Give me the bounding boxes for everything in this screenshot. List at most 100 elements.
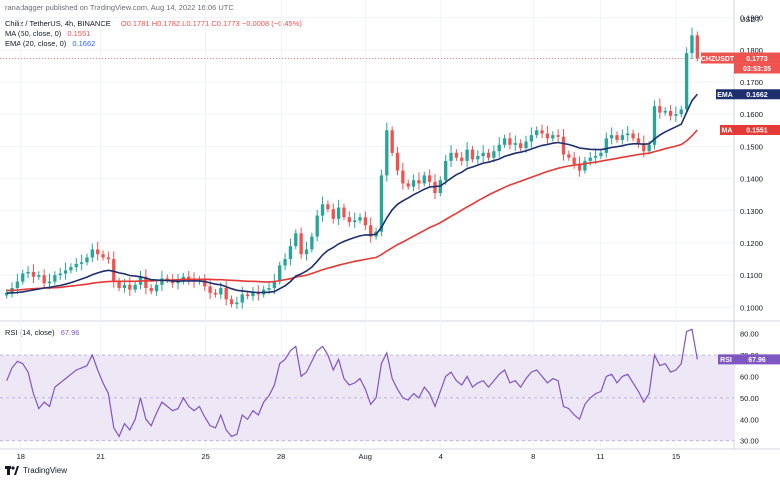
candle-body	[154, 284, 159, 292]
ma50-line	[6, 129, 698, 292]
candle-body	[417, 180, 421, 184]
candle-body	[647, 144, 651, 152]
candle-body	[240, 294, 244, 303]
candle-body	[433, 181, 437, 194]
candle-body	[577, 164, 582, 171]
footer-brand-label: TradingView	[23, 466, 68, 475]
candle-body	[256, 292, 260, 295]
candle-body	[690, 35, 694, 54]
time-tick-label: 18	[17, 452, 25, 461]
candle-body	[513, 143, 517, 145]
candle-body	[593, 156, 598, 158]
price-tag-countdown-bg	[734, 63, 780, 74]
ema-tag-value-bg	[734, 89, 780, 100]
candle-body	[15, 281, 20, 289]
ema-legend-value: 0.1662	[72, 39, 96, 48]
candle-body	[336, 207, 341, 219]
candle-body	[615, 135, 619, 140]
candle-body	[663, 111, 667, 113]
candle-body	[251, 292, 255, 297]
ema-legend-label: EMA (20, close, 0)	[5, 39, 67, 48]
candle-body	[133, 284, 137, 290]
ma-legend-label: MA (50, close, 0)	[5, 29, 62, 38]
candle-body	[245, 294, 250, 297]
candle-body	[144, 276, 148, 289]
candle-body	[90, 249, 94, 258]
ema-legend[interactable]: EMA (20, close, 0) 0.1662	[5, 39, 95, 48]
tradingview-logo-icon	[5, 466, 19, 475]
candle-body	[610, 135, 614, 139]
price-tick-label: 0.1700	[740, 78, 763, 87]
candle-body	[74, 263, 78, 268]
rsi-tick-label: 60.00	[740, 372, 759, 381]
time-tick-label: 4	[439, 452, 443, 461]
candle-body	[347, 217, 351, 223]
ma-legend-value: 0.1551	[67, 29, 91, 38]
symbol-name[interactable]: Chiliz / TetherUS, 4h, BINANCE	[5, 19, 111, 28]
candle-body	[353, 220, 357, 223]
price-tick-label: 0.1100	[740, 271, 762, 280]
candle-body	[518, 143, 523, 149]
candle-body	[486, 152, 491, 158]
candle-body	[588, 157, 592, 161]
rsi-tag-value-bg	[734, 354, 780, 365]
rsi-legend-value: 67.96	[60, 328, 80, 337]
candle-body	[508, 138, 512, 145]
candle-body	[406, 183, 410, 187]
candle-body	[342, 207, 346, 218]
candle-body	[47, 281, 52, 284]
rsi-tick-label: 50.00	[740, 394, 759, 403]
candle-body	[572, 157, 576, 165]
symbol-ohlc-line: Chiliz / TetherUS, 4h, BINANCE O0.1781 H…	[5, 19, 302, 28]
ma-tag-value: 0.1551	[746, 127, 768, 134]
price-tag-countdown: 03:53:35	[743, 66, 771, 73]
candle-body	[658, 106, 662, 113]
ma-tag-label-bg	[720, 124, 734, 135]
candle-body	[165, 278, 169, 280]
candle-body	[21, 273, 25, 282]
candle-body	[267, 288, 271, 290]
candle-body	[465, 149, 469, 161]
candle-body	[331, 209, 335, 219]
candle-body	[551, 135, 555, 139]
candle-body	[96, 249, 100, 255]
price-tags: CHZUSDT 0.1773 03:53:35 EMA 0.1662 MA 0.1551 RS…	[701, 52, 780, 365]
candle-body	[283, 259, 287, 266]
publisher-line: ranadagger published on TradingView.com,…	[5, 3, 234, 12]
ohlc-change: −0.0008 (−0.45%)	[241, 19, 302, 28]
price-tick-label: 0.1800	[740, 46, 763, 55]
candle-body	[278, 265, 282, 282]
ma-legend[interactable]: MA (50, close, 0) 0.1551	[5, 29, 90, 38]
candle-body	[31, 271, 36, 277]
candle-body	[540, 130, 544, 134]
price-tick-label: 0.1600	[740, 110, 763, 119]
candle-body	[294, 233, 298, 247]
candle-body	[358, 217, 362, 221]
price-tag-symbol-bg	[701, 52, 734, 64]
price-tick-label: 0.1500	[740, 142, 763, 151]
candle-body	[385, 130, 389, 176]
candle-body	[567, 154, 571, 158]
candle-body	[117, 281, 121, 289]
candle-body	[326, 204, 330, 210]
candle-body	[449, 152, 453, 161]
rsi-legend[interactable]: RSI (14, close) 67.96	[5, 328, 79, 337]
price-tick-label: 0.1900	[740, 14, 763, 23]
candle-body	[524, 141, 528, 149]
footer-brand[interactable]: TradingView	[5, 466, 67, 475]
candle-body	[535, 130, 539, 136]
rsi-band	[0, 354, 734, 442]
time-tick-label: 15	[672, 452, 680, 461]
candle-body	[112, 259, 116, 282]
candle-body	[636, 138, 641, 144]
price-tick-label: 0.1000	[740, 303, 763, 312]
candle-body	[213, 292, 218, 295]
candle-body	[652, 106, 657, 145]
candle-body	[58, 273, 62, 276]
candle-body	[235, 302, 239, 305]
candle-body	[556, 135, 560, 137]
candle-body	[272, 281, 277, 289]
candle-body	[299, 233, 303, 255]
time-tick-label: 8	[531, 452, 535, 461]
